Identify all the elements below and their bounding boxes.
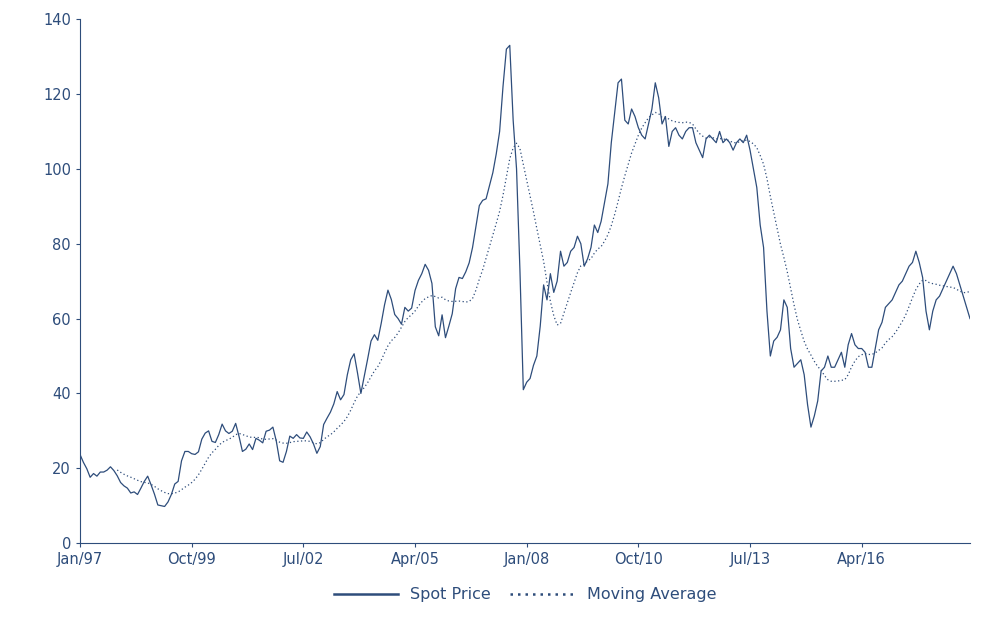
Legend: Spot Price, Moving Average: Spot Price, Moving Average bbox=[327, 581, 723, 608]
